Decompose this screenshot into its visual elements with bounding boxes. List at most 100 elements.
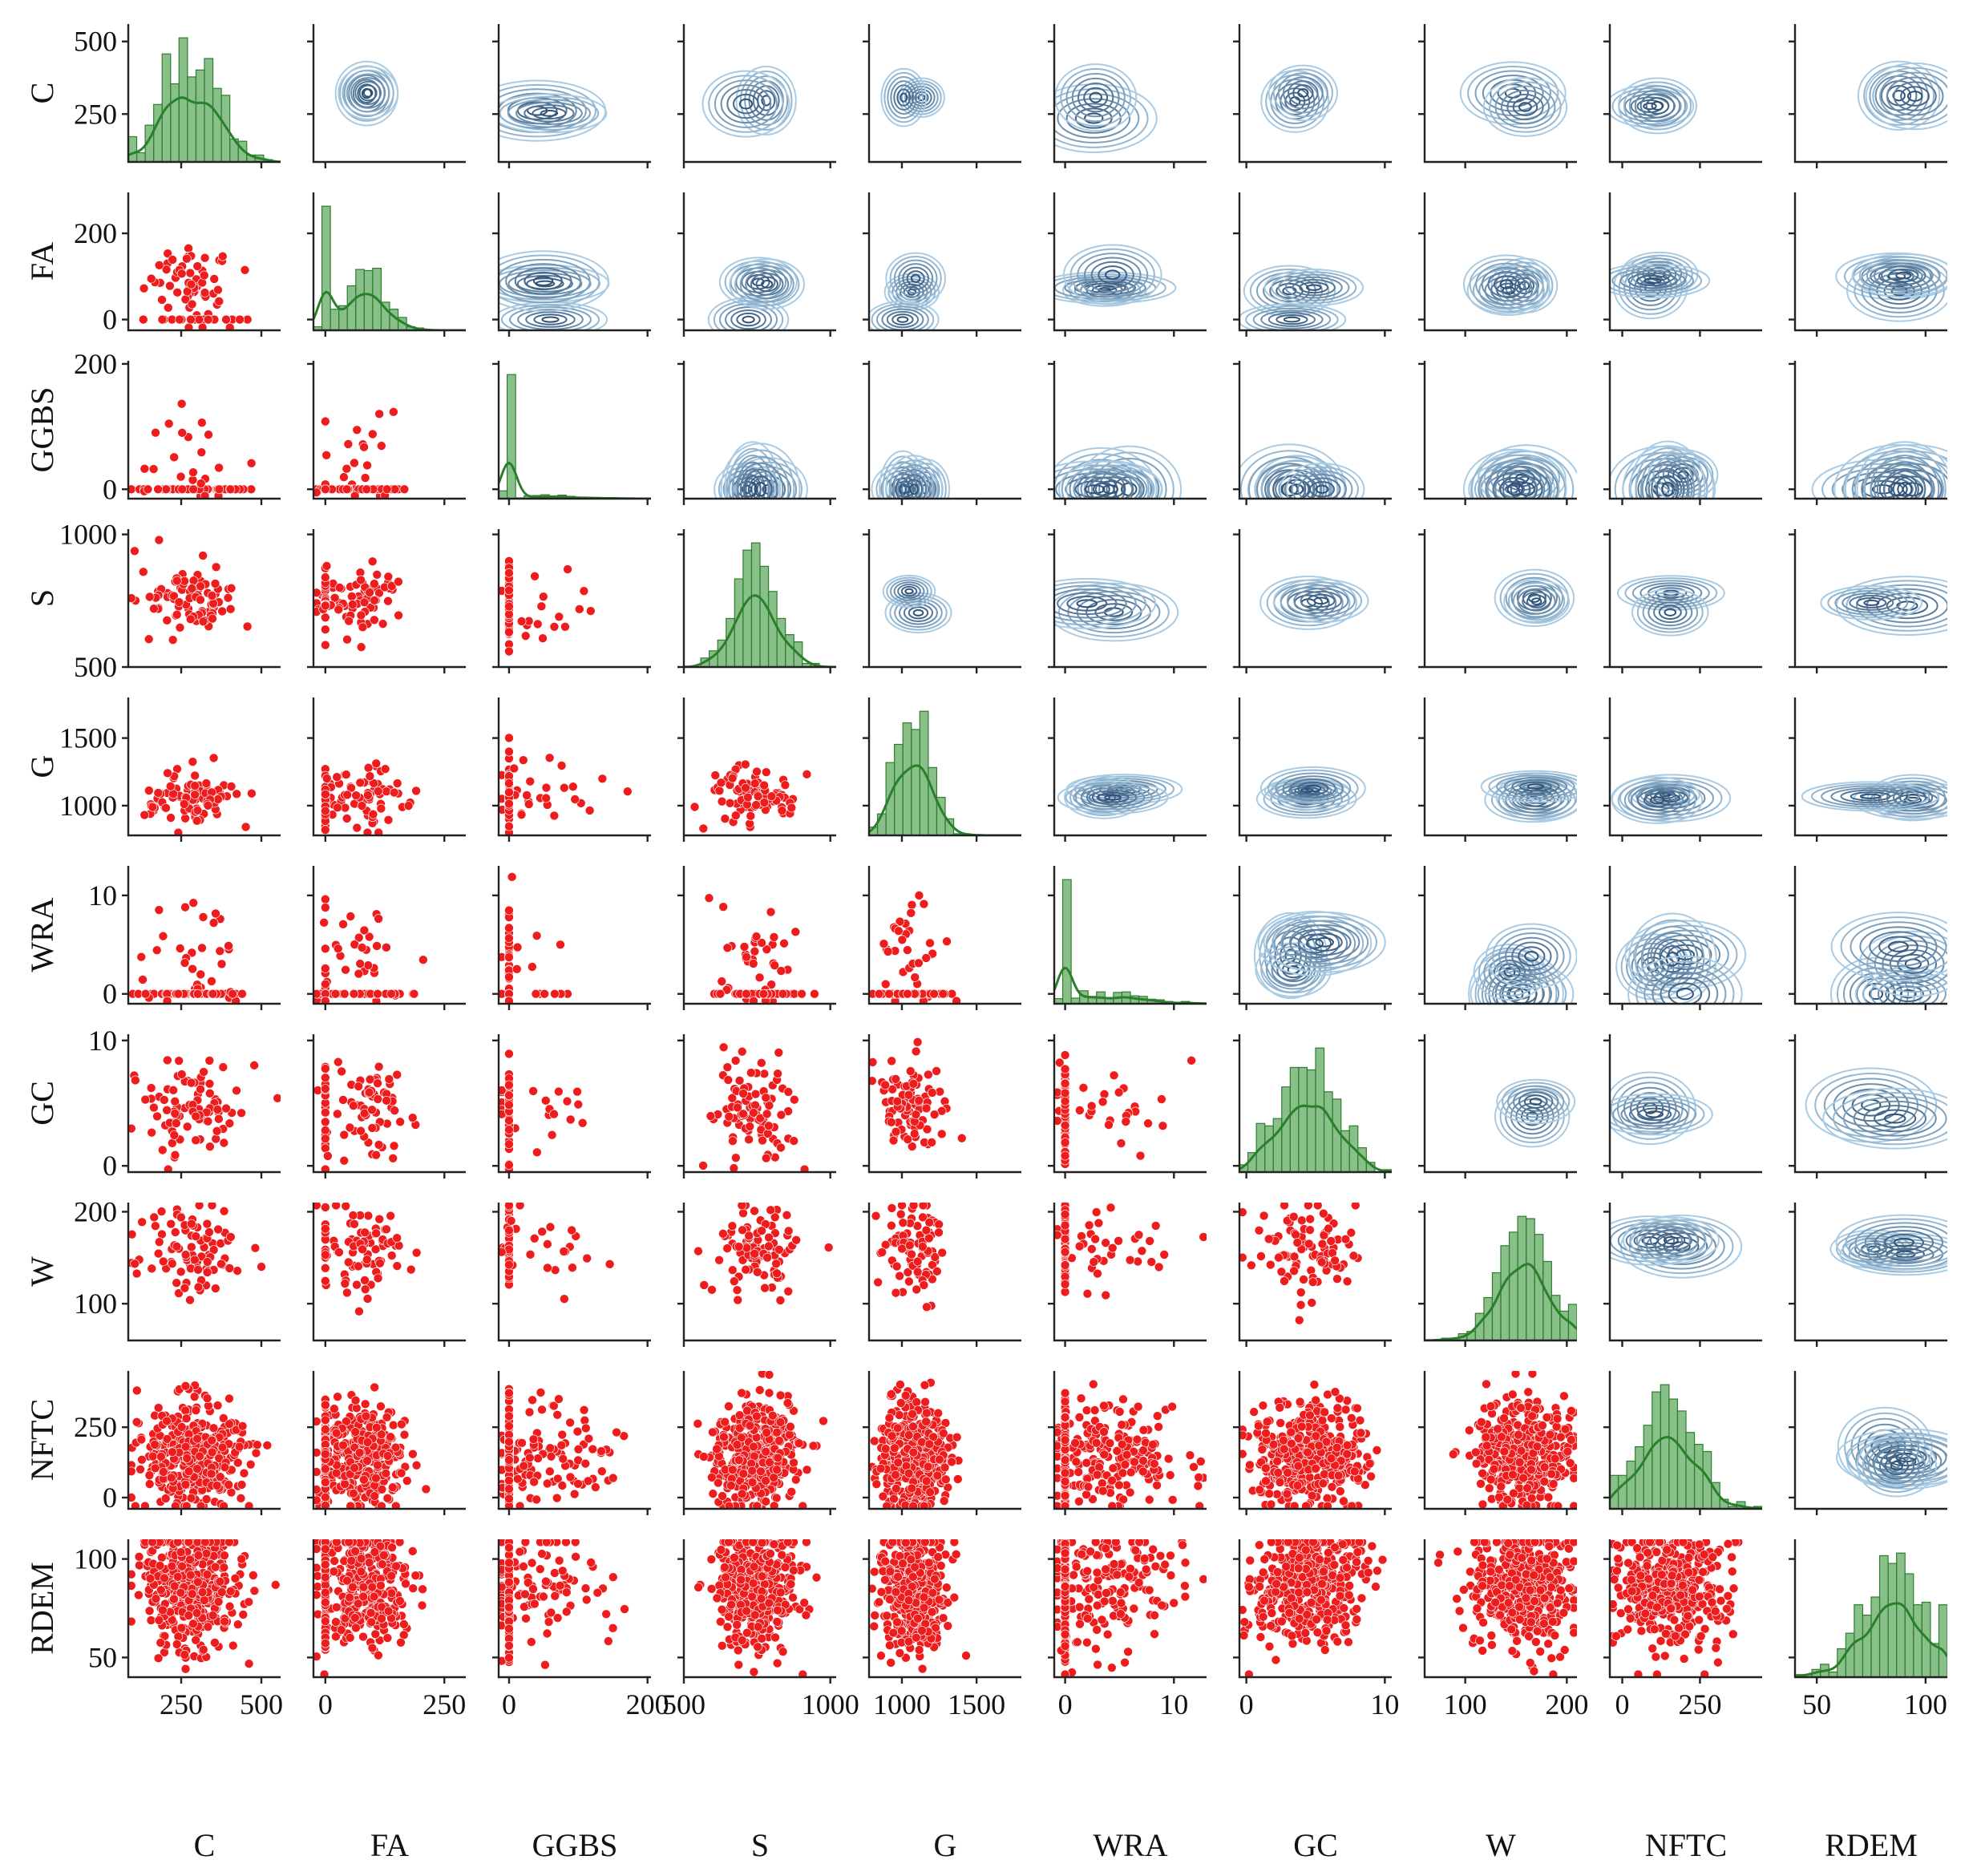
kde-contour bbox=[714, 462, 780, 499]
kde-contour bbox=[735, 65, 797, 135]
kde-contour bbox=[1503, 777, 1568, 797]
kde-contour bbox=[1054, 93, 1140, 144]
scatter-point bbox=[367, 556, 378, 567]
panel-content bbox=[1610, 1214, 1743, 1279]
scatter-point bbox=[321, 613, 330, 623]
kde-contour bbox=[1656, 1232, 1686, 1248]
kde-contour bbox=[1257, 910, 1373, 977]
scatter-point bbox=[321, 572, 330, 582]
kde-contour bbox=[1288, 784, 1326, 797]
kde-contour bbox=[734, 461, 803, 499]
axis-spine bbox=[312, 1371, 466, 1510]
panel-content bbox=[1835, 252, 1947, 322]
scatter-point bbox=[1054, 1230, 1062, 1240]
scatter-point bbox=[880, 1080, 891, 1090]
scatter-point bbox=[1075, 1106, 1085, 1115]
kde-contour bbox=[1649, 796, 1664, 805]
scatter-point bbox=[187, 1219, 196, 1229]
scatter-point bbox=[389, 1141, 399, 1151]
scatter-point bbox=[1116, 1138, 1126, 1148]
axis-spine bbox=[497, 361, 651, 500]
scatter-point bbox=[131, 1417, 142, 1427]
scatter-point bbox=[504, 601, 514, 612]
scatter-point bbox=[166, 1473, 176, 1483]
scatter-point bbox=[751, 800, 761, 810]
kde-contour bbox=[1636, 952, 1670, 982]
kde-contour bbox=[1478, 947, 1542, 997]
panel-content bbox=[1054, 879, 1207, 1004]
kde-contour bbox=[338, 66, 398, 120]
scatter-point bbox=[196, 969, 206, 980]
scatter-point bbox=[1239, 1207, 1247, 1217]
scatter-point bbox=[192, 1433, 202, 1444]
scatter-point bbox=[766, 907, 776, 917]
axis-spine bbox=[1793, 192, 1947, 332]
scatter-point bbox=[733, 1102, 742, 1113]
kde-contour bbox=[880, 469, 929, 499]
kde-contour bbox=[1612, 1098, 1697, 1130]
scatter-point bbox=[224, 941, 233, 951]
scatter-point bbox=[375, 1258, 385, 1268]
kde-contour bbox=[1494, 463, 1559, 499]
kde-contour bbox=[1649, 1229, 1692, 1251]
axis-spine bbox=[867, 529, 1021, 669]
scatter-point bbox=[382, 786, 391, 797]
scatter-point bbox=[172, 1118, 181, 1128]
kde-contour bbox=[890, 80, 918, 115]
scatter-point bbox=[1082, 1288, 1093, 1299]
scatter-point bbox=[742, 1243, 752, 1253]
panel-FA-vs-C bbox=[122, 192, 281, 337]
scatter-point bbox=[152, 1111, 162, 1122]
kde-contour bbox=[1863, 1105, 1926, 1133]
scatter-point bbox=[1263, 1234, 1274, 1244]
kde-contour bbox=[876, 305, 929, 330]
scatter-point bbox=[342, 484, 352, 495]
kde-contour bbox=[1844, 443, 1947, 499]
scatter-point bbox=[374, 409, 384, 419]
scatter-point bbox=[188, 576, 199, 586]
scatter-point bbox=[172, 609, 182, 620]
kde-contour bbox=[722, 469, 771, 499]
panel-content bbox=[499, 1203, 615, 1304]
scatter-point bbox=[197, 322, 208, 330]
scatter-point bbox=[421, 1484, 431, 1494]
kde-contour bbox=[1842, 450, 1947, 499]
kde-contour bbox=[908, 606, 929, 620]
scatter-point bbox=[386, 1251, 397, 1260]
scatter-point bbox=[191, 1231, 201, 1241]
scatter-point bbox=[219, 1206, 229, 1216]
scatter-point bbox=[334, 1247, 344, 1257]
kde-contour bbox=[1636, 592, 1704, 633]
hist-bar bbox=[363, 269, 374, 330]
panel-content bbox=[128, 1055, 281, 1172]
kde-contour bbox=[1625, 1229, 1676, 1252]
scatter-point bbox=[762, 1109, 772, 1119]
scatter-point bbox=[159, 1095, 169, 1105]
scatter-point bbox=[188, 484, 198, 495]
axis-spine bbox=[867, 24, 1021, 164]
kde-contour bbox=[1840, 789, 1901, 804]
scatter-point bbox=[180, 799, 189, 809]
kde-contour bbox=[1820, 585, 1923, 621]
panel-content bbox=[1425, 1215, 1577, 1340]
scatter-point bbox=[504, 1225, 514, 1235]
axis-spine bbox=[312, 361, 466, 500]
kde-contour bbox=[1899, 989, 1917, 999]
kde-contour bbox=[1869, 70, 1929, 121]
scatter-point bbox=[257, 1262, 266, 1272]
scatter-point bbox=[330, 989, 341, 999]
scatter-point bbox=[321, 1107, 330, 1118]
kde-contour bbox=[1065, 72, 1126, 123]
scatter-point bbox=[786, 803, 797, 813]
scatter-point bbox=[898, 1218, 908, 1228]
scatter-point bbox=[922, 1124, 932, 1134]
kde-contour bbox=[1065, 476, 1125, 499]
axis-spine bbox=[127, 866, 281, 1005]
scatter-point bbox=[174, 1288, 184, 1298]
kde-contour bbox=[1076, 599, 1098, 608]
scatter-point bbox=[934, 1227, 944, 1238]
axis-spine bbox=[1053, 866, 1207, 1005]
panel-content bbox=[1610, 251, 1711, 320]
panel-GC-vs-NFTC bbox=[1603, 1034, 1762, 1179]
panel-content bbox=[1260, 64, 1339, 133]
